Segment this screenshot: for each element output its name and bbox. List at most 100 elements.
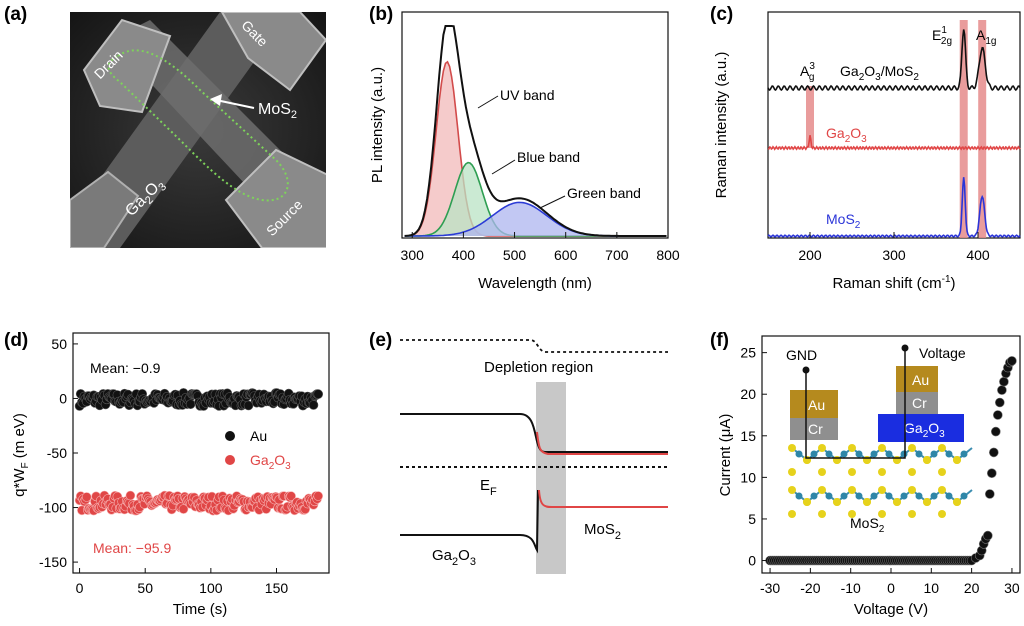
iv-xtick-label: 30: [1004, 580, 1020, 596]
sulfur-atom: [953, 456, 961, 464]
panel-b: (b) 300 400 500 600 700 800 Wavelength (nm) P…: [369, 4, 680, 292]
sulfur-atom: [788, 486, 796, 494]
pl-xtick-label: 500: [503, 247, 527, 263]
sulfur-atom: [923, 456, 931, 464]
molybdenum-atom: [960, 492, 968, 500]
ga2o3-inset-block: [878, 414, 964, 442]
iv-point: [999, 376, 1009, 387]
panel-label-d: (d): [4, 330, 28, 351]
molybdenum-atom: [870, 450, 878, 458]
sulfur-atom: [848, 444, 856, 452]
pl-series: [404, 25, 668, 237]
iv-point: [997, 385, 1007, 395]
iv-ticks: -30 -20 -10 0 10 20 30 0 5 10 15 20 25: [740, 345, 1020, 596]
sulfur-atom: [953, 498, 961, 506]
sulfur-atom: [878, 486, 886, 494]
panel-label-a: (a): [4, 4, 27, 25]
legend-ga2o3: Ga2O3: [250, 452, 291, 472]
iv-xtick-label: 10: [924, 580, 940, 596]
wf-point: [81, 492, 92, 502]
depletion-region-box: [536, 382, 566, 574]
pl-xtick-label: 600: [554, 247, 578, 263]
raman-label-ga2o3-mos2: Ga2O3/MoS2: [840, 63, 919, 83]
iv-point: [994, 397, 1005, 408]
mos2-sem-label: MoS2: [258, 101, 297, 121]
sulfur-atom: [848, 486, 856, 494]
iv-point: [986, 468, 997, 479]
ga2o3-mean-label: Mean: −95.9: [93, 540, 171, 556]
sulfur-atom: [803, 456, 811, 464]
wf-points: [74, 388, 324, 516]
ef-label: EF: [480, 477, 497, 498]
depletion-label: Depletion region: [484, 359, 593, 376]
wf-ytick-label: -150: [39, 554, 67, 570]
raman-xtick-label: 400: [966, 247, 990, 263]
conduction-band-left: [400, 413, 668, 453]
sulfur-atom: [908, 510, 916, 518]
raman-xticks: 200 300 400: [798, 232, 990, 263]
iv-ytick-label: 10: [740, 469, 756, 485]
molybdenum-atom: [840, 450, 848, 458]
sulfur-atom: [923, 498, 931, 506]
wf-point: [286, 491, 296, 501]
panel-a: (a) Drain Gate Source Ga2O3: [4, 4, 326, 248]
cr-right-block: [896, 392, 938, 414]
iv-point: [992, 410, 1003, 420]
iv-point: [988, 447, 999, 458]
au-right-block: [896, 366, 938, 392]
raman-highlight-bands: [806, 20, 987, 238]
sulfur-atom: [878, 510, 886, 518]
wf-ylabel: q*WF (m eV): [11, 413, 31, 497]
raman-xtick-label: 300: [882, 247, 906, 263]
wf-ytick-label: 50: [51, 336, 67, 352]
plot-frame-b: [401, 11, 669, 239]
au-right-label: Au: [912, 372, 929, 388]
legend-au: Au: [250, 428, 267, 444]
molybdenum-atom: [945, 492, 953, 500]
sulfur-atom: [788, 444, 796, 452]
wf-point: [308, 400, 319, 410]
sulfur-atom: [818, 510, 826, 518]
panel-f: (f) Au Cr Ga2O3 Au Cr GND Voltage MoS2 -…: [710, 330, 1021, 618]
gnd-label: GND: [786, 347, 817, 363]
pl-xtick-label: 300: [401, 247, 425, 263]
molybdenum-atom: [810, 450, 818, 458]
e12g-peak-label: E1 2g: [932, 25, 952, 47]
au-mean-label: Mean: −0.9: [90, 360, 161, 376]
molybdenum-atom: [810, 492, 818, 500]
vacuum-level-line: [400, 339, 668, 353]
molybdenum-atom: [840, 492, 848, 500]
sulfur-atom: [833, 456, 841, 464]
iv-ytick-label: 20: [740, 386, 756, 402]
molybdenum-atom: [930, 450, 938, 458]
pl-xtick-label: 400: [452, 247, 476, 263]
molybdenum-atom: [795, 492, 803, 500]
raman-xlabel: Raman shift (cm-1): [832, 274, 955, 292]
blue-band-label: Blue band: [517, 149, 580, 165]
sulfur-atom: [878, 444, 886, 452]
wf-point: [178, 504, 189, 514]
sulfur-atom: [938, 468, 946, 476]
mos2-inset-label: MoS2: [850, 515, 885, 535]
a3g-peak-label: A3 g: [800, 61, 815, 83]
panel-c: (c) 200 300 400 Raman shift (cm-1) Raman i…: [710, 4, 1021, 292]
iv-xtick-label: -10: [841, 580, 861, 596]
raman-ylabel: Raman intensity (a.u.): [713, 52, 730, 199]
sulfur-atom: [788, 510, 796, 518]
sulfur-atom: [893, 456, 901, 464]
au-left-block: [790, 390, 838, 418]
sulfur-atom: [818, 486, 826, 494]
pl-ylabel: PL intensity (a.u.): [369, 67, 386, 183]
au-left-label: Au: [808, 397, 825, 413]
molybdenum-atom: [915, 450, 923, 458]
uv-band-label: UV band: [500, 87, 554, 103]
wf-ytick-label: 0: [59, 390, 67, 406]
wf-point: [313, 389, 324, 399]
molybdenum-atom: [855, 492, 863, 500]
molybdenum-atom: [825, 450, 833, 458]
valence-band-left: [400, 489, 539, 554]
iv-ylabel: Current (μA): [717, 414, 734, 497]
mos2-lattice: [788, 444, 973, 518]
sulfur-atom: [788, 468, 796, 476]
